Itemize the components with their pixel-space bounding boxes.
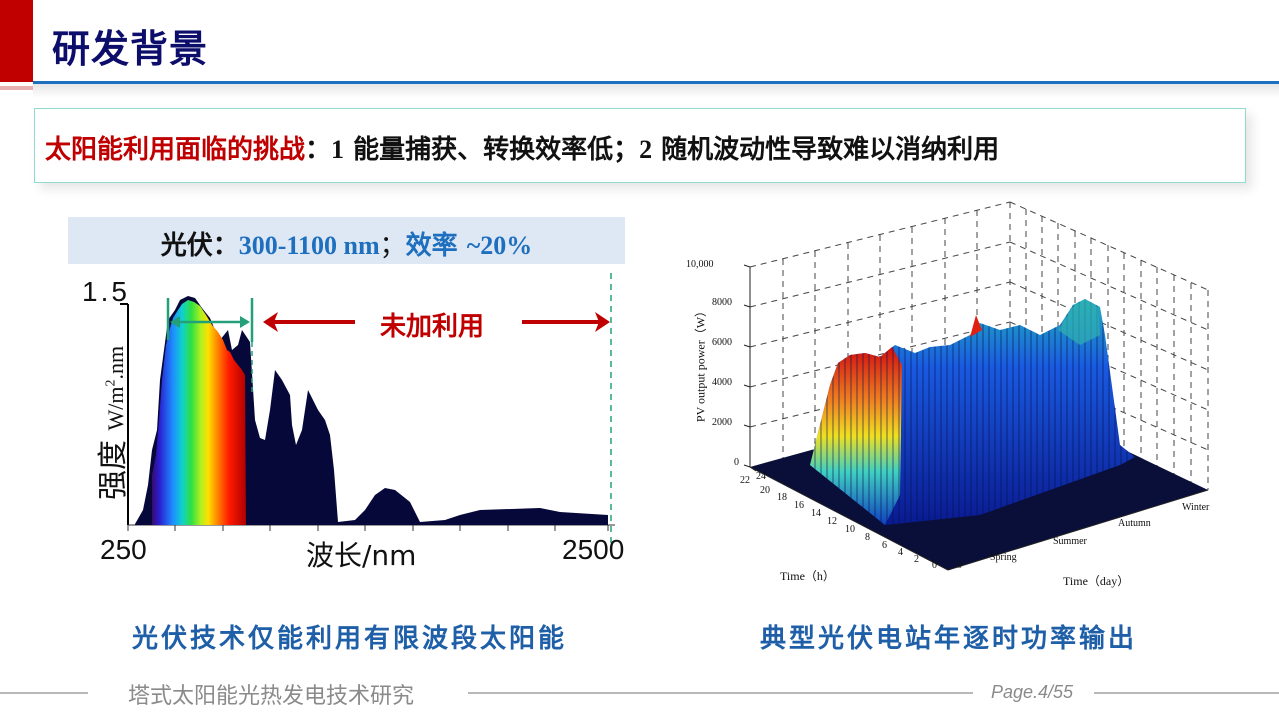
h-tick-22: 22 <box>740 475 750 486</box>
z-tick-8000: 8000 <box>712 297 732 308</box>
x-axis-label: 波长/nm <box>306 539 417 572</box>
spectrum-svg <box>120 262 615 550</box>
h-tick-24: 24 <box>756 471 766 482</box>
challenge-point1: 能量捕获、转换效率低； <box>353 135 640 165</box>
d-tick-0: 0 <box>957 560 962 571</box>
pv-sep: ； <box>379 231 406 261</box>
h-tick-0: 0 <box>932 560 937 571</box>
h-tick-20: 20 <box>760 485 770 496</box>
title-shadow <box>33 84 1279 98</box>
challenge-colon: ： <box>305 135 332 165</box>
x-max-label: 2500 <box>562 534 625 565</box>
h-tick-14: 14 <box>811 508 821 519</box>
h-tick-10: 10 <box>845 524 855 535</box>
footer-line-right <box>1094 692 1279 694</box>
challenge-label: 太阳能利用面临的挑战 <box>45 135 306 165</box>
h-tick-2: 2 <box>914 554 919 565</box>
title-bar: 研发背景 <box>0 0 1279 82</box>
spectrum-area-ir <box>135 296 608 525</box>
footer-title: 塔式太阳能光热发电技术研究 <box>128 684 415 709</box>
z-tick-6000: 6000 <box>712 337 732 348</box>
pv-output-3d-chart: 10,000 8000 6000 4000 2000 0 PV output p… <box>680 195 1240 595</box>
h-tick-6: 6 <box>882 540 887 551</box>
y-max-label: 1.5 <box>82 276 130 307</box>
h-tick-8: 8 <box>865 532 870 543</box>
unused-label: 未加利用 <box>380 312 485 342</box>
z-axis-label: PV output power（W） <box>693 304 708 423</box>
pv-banner-text: 光伏：300-1100 nm；效率 ~20% <box>68 225 625 262</box>
h-tick-4: 4 <box>898 547 903 558</box>
surface-peak-winter <box>1058 299 1100 345</box>
h-tick-18: 18 <box>777 492 787 503</box>
h-tick-16: 16 <box>794 500 804 511</box>
page-title: 研发背景 <box>52 27 209 71</box>
d-axis-label: Time（day） <box>1063 574 1130 588</box>
accent-shadow <box>0 86 33 90</box>
pv3d-svg <box>743 201 1209 571</box>
title-divider <box>33 81 1279 84</box>
challenge-point1-number: 1 <box>331 135 345 164</box>
caption-right: 典型光伏电站年逐时功率输出 <box>760 624 1138 654</box>
page-number: Page.4/55 <box>991 682 1074 702</box>
y-axis-unit: W/m2.nm <box>103 345 128 431</box>
title-accent-bar <box>0 0 33 82</box>
z-tick-4000: 4000 <box>712 377 732 388</box>
z-tick-2000: 2000 <box>712 417 732 428</box>
caption-left: 光伏技术仅能利用有限波段太阳能 <box>132 624 568 654</box>
h-tick-12: 12 <box>827 516 837 527</box>
h-axis-label: Time（h） <box>780 569 835 583</box>
challenge-box: 太阳能利用面临的挑战：1 能量捕获、转换效率低；2 随机波动性导致难以消纳利用 <box>34 108 1246 183</box>
pv-range: 300-1100 nm <box>238 231 380 260</box>
footer-line-left <box>0 692 88 694</box>
d-tick-winter: Winter <box>1182 502 1210 513</box>
d-tick-summer: Summer <box>1053 536 1087 547</box>
z-tick-0: 0 <box>734 457 739 468</box>
pv-eff-label: 效率 <box>405 231 458 261</box>
pv-banner: 光伏：300-1100 nm；效率 ~20% <box>68 217 625 264</box>
surface-spike <box>970 315 982 337</box>
z-tick-10000: 10,000 <box>686 259 714 270</box>
d-tick-autumn: Autumn <box>1118 518 1151 529</box>
unused-range-arrow <box>263 312 610 332</box>
solar-spectrum-chart: 1.5 未加利用 强度 W/m2.nm 250 波长/nm 2500 <box>60 262 650 580</box>
challenge-text: 太阳能利用面临的挑战：1 能量捕获、转换效率低；2 随机波动性导致难以消纳利用 <box>45 129 999 166</box>
d-tick-spring: Spring <box>990 552 1017 563</box>
y-axis-title: 强度 <box>96 440 131 500</box>
pv-range-bracket <box>166 298 254 342</box>
pv-eff-value: ~20% <box>466 231 533 260</box>
surface-mesh <box>810 299 1135 525</box>
x-min-label: 250 <box>100 534 147 565</box>
challenge-point2: 随机波动性导致难以消纳利用 <box>661 135 1000 165</box>
pv-prefix: 光伏： <box>160 231 239 261</box>
footer-line-mid <box>468 692 973 694</box>
challenge-point2-number: 2 <box>639 135 653 164</box>
spectrum-area-visible <box>152 300 246 525</box>
y-axis-label: 强度 W/m2.nm <box>88 320 131 500</box>
